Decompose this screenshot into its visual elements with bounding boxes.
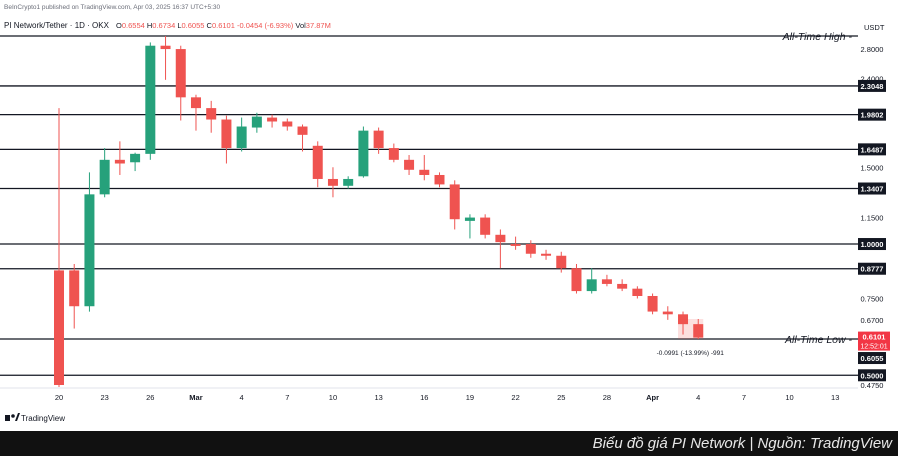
measure-label: -0.0991 (-13.99%) -991 <box>657 350 725 357</box>
time-axis: 20 23 26 Mar 4 7 10 13 16 19 22 25 28 Apr 4 7 10 13 <box>55 393 840 402</box>
candle-body <box>130 154 140 162</box>
candle-body <box>69 270 79 306</box>
price-axis: 2.8000 2.4000 1.5000 1.1500 0.7500 0.6700 0.47… <box>858 45 890 390</box>
caption-text: Biểu đồ giá PI Network | Nguồn: TradingV… <box>593 435 892 452</box>
countdown-label: 12:52:01 <box>860 344 887 351</box>
candle-body <box>328 179 338 186</box>
candle-body <box>587 279 597 291</box>
time-tick-label: 10 <box>329 393 337 402</box>
price-tick-label: 1.1500 <box>861 214 884 223</box>
candle-body <box>176 49 186 97</box>
candle-body <box>252 117 262 128</box>
price-tick-label: 0.7500 <box>861 295 884 304</box>
level-price-label: 2.3048 <box>861 82 884 91</box>
candle-body <box>161 46 171 49</box>
time-tick-label: 4 <box>696 393 700 402</box>
tradingview-logo: TradingView <box>5 413 65 423</box>
level-price-label: 0.8777 <box>861 265 884 274</box>
level-annotation: All-Time Low - <box>784 334 853 346</box>
level-price-label: 1.0000 <box>861 240 884 249</box>
time-tick-label: 23 <box>100 393 108 402</box>
candle-body <box>511 244 521 246</box>
candle-body <box>282 121 292 126</box>
level-price-label: 1.9802 <box>861 111 884 120</box>
candle-body <box>541 254 551 256</box>
time-tick-label: 28 <box>603 393 611 402</box>
price-tick-label: 2.4000 <box>861 74 884 83</box>
candle-body <box>632 289 642 296</box>
candle-body <box>435 175 445 184</box>
candle-body <box>358 131 368 177</box>
time-tick-label: 26 <box>146 393 154 402</box>
candle-body <box>450 184 460 219</box>
candle-body <box>480 218 490 235</box>
candle-body <box>374 131 384 148</box>
candle-body <box>571 268 581 291</box>
tradingview-logo-text: TradingView <box>21 414 65 423</box>
candle-body <box>115 160 125 164</box>
time-tick-label: 22 <box>511 393 519 402</box>
time-tick-label: 25 <box>557 393 565 402</box>
currency-label: USDT <box>864 23 885 32</box>
low-price-label: 0.6055 <box>861 354 884 363</box>
candle-body <box>313 146 323 179</box>
symbol-title: PI Network/Tether · 1D · OKX <box>4 21 110 30</box>
time-tick-label: 7 <box>285 393 289 402</box>
candle-body <box>556 256 566 268</box>
candle-body <box>617 284 627 289</box>
candle-body <box>495 235 505 242</box>
price-tick-label: 0.6700 <box>861 316 884 325</box>
time-tick-label: 13 <box>831 393 839 402</box>
price-tick-label: 2.8000 <box>861 45 884 54</box>
measure-range <box>678 319 703 339</box>
price-tick-label: 0.4750 <box>861 381 884 390</box>
candle-body <box>206 108 216 119</box>
level-price-label: 1.6487 <box>861 145 884 154</box>
candle-body <box>298 127 308 135</box>
candle-body <box>404 160 414 170</box>
candles: -0.0991 (-13.99%) -991 <box>54 36 724 387</box>
candle-body <box>663 312 673 315</box>
time-tick-label: Mar <box>189 393 202 402</box>
candle-body <box>648 296 658 312</box>
candle-body <box>84 194 94 306</box>
level-annotation: All-Time High - <box>782 31 853 43</box>
time-tick-label: 20 <box>55 393 63 402</box>
time-tick-label: 13 <box>374 393 382 402</box>
candle-body <box>100 160 110 195</box>
candle-body <box>145 46 155 154</box>
time-tick-label: 19 <box>466 393 474 402</box>
level-price-label: 1.3407 <box>861 185 884 194</box>
current-price-label: 0.6101 <box>863 333 886 342</box>
horizontal-levels: All-Time High - 2.3048 1.9802 1.6487 1.3407 1… <box>0 31 886 381</box>
candle-body <box>221 120 231 149</box>
caption-bar: Biểu đồ giá PI Network | Nguồn: TradingV… <box>0 431 898 456</box>
candle-body <box>54 270 64 385</box>
price-chart: BeInCrypto1 published on TradingView.com… <box>0 0 898 431</box>
time-tick-label: 16 <box>420 393 428 402</box>
time-tick-label: Apr <box>646 393 659 402</box>
candle-body <box>267 118 277 122</box>
time-tick-label: 10 <box>785 393 793 402</box>
candle-body <box>237 127 247 149</box>
price-tick-label: 1.5000 <box>861 163 884 172</box>
candle-body <box>389 148 399 160</box>
level-price-label: 0.5000 <box>861 371 884 380</box>
candle-body <box>191 97 201 108</box>
time-tick-label: 4 <box>240 393 244 402</box>
candle-body <box>419 170 429 175</box>
candle-body <box>343 179 353 186</box>
candle-body <box>602 279 612 284</box>
candle-body <box>526 244 536 254</box>
publish-credit: BeInCrypto1 published on TradingView.com… <box>4 4 221 11</box>
tradingview-logo-icon <box>5 415 10 421</box>
time-tick-label: 7 <box>742 393 746 402</box>
ohlc-readout: O0.6554 H0.6734 L0.6055 C0.6101 -0.0454 … <box>116 21 331 30</box>
candle-body <box>465 218 475 221</box>
